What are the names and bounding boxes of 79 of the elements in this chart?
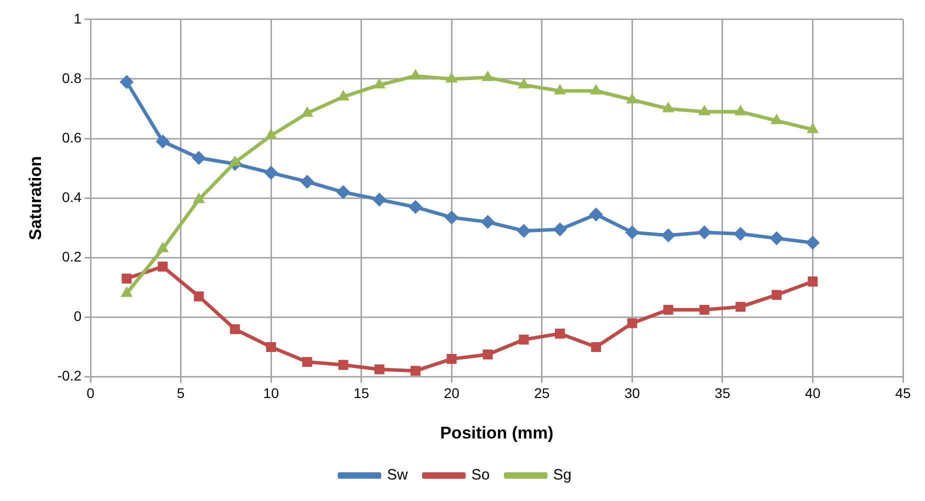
point: [156, 134, 170, 149]
point: [300, 174, 314, 189]
y-tick-label: 0.6: [62, 129, 82, 146]
x-tick-label: 30: [624, 385, 640, 402]
point: [338, 360, 348, 370]
point: [408, 200, 423, 214]
point: [228, 155, 242, 166]
point: [482, 350, 493, 360]
x-tick-label: 20: [444, 385, 460, 402]
point: [736, 302, 746, 312]
point: [734, 226, 748, 241]
point: [122, 274, 132, 284]
point: [808, 276, 818, 286]
point: [480, 214, 495, 229]
point: [446, 72, 458, 82]
point: [302, 356, 312, 367]
point: [230, 324, 240, 334]
point: [589, 207, 604, 222]
point: [410, 366, 420, 376]
x-tick-label: 5: [176, 385, 185, 402]
point: [590, 84, 602, 94]
point: [772, 290, 782, 300]
point: [158, 262, 168, 272]
point: [552, 222, 567, 236]
point: [518, 78, 530, 88]
legend-label: Sg: [553, 466, 572, 484]
point: [482, 70, 494, 81]
point: [770, 114, 783, 124]
point: [156, 242, 169, 252]
point: [770, 231, 784, 246]
point: [409, 68, 422, 80]
x-tick-label: 45: [895, 385, 911, 402]
y-axis-title: Saturation: [26, 156, 45, 240]
x-tick-label: 10: [263, 385, 280, 402]
point: [806, 236, 820, 250]
x-tick-label: 35: [714, 385, 730, 402]
point: [698, 104, 710, 116]
x-tick-label: 15: [354, 385, 370, 402]
point: [446, 354, 457, 364]
point: [663, 304, 674, 315]
point: [192, 192, 205, 204]
point: [516, 224, 531, 238]
point: [554, 84, 566, 94]
x-axis-title: Position (mm): [440, 423, 554, 442]
point: [699, 304, 710, 315]
y-tick-label: -0.2: [57, 368, 82, 384]
x-tick-label: 40: [804, 385, 821, 402]
point: [806, 122, 819, 134]
y-tick-label: 0: [74, 308, 82, 324]
point: [192, 150, 206, 165]
point: [264, 166, 278, 180]
point: [336, 185, 350, 200]
y-tick-label: 0.4: [62, 188, 82, 205]
point: [626, 92, 638, 104]
point: [591, 342, 602, 352]
point: [372, 192, 386, 207]
point: [374, 364, 384, 374]
point: [661, 228, 676, 242]
point: [194, 291, 204, 302]
y-tick-label: 0.8: [62, 70, 82, 86]
point: [444, 210, 459, 224]
x-tick-label: 0: [86, 385, 95, 402]
legend-label: So: [471, 466, 490, 484]
point: [625, 225, 640, 240]
point: [120, 74, 134, 89]
point: [301, 106, 314, 117]
point: [518, 334, 529, 345]
x-tick-label: 25: [534, 385, 550, 402]
point: [697, 225, 712, 240]
point: [662, 102, 674, 112]
point: [373, 78, 386, 88]
point: [734, 104, 747, 116]
point: [265, 128, 278, 140]
point: [627, 318, 638, 328]
y-tick-label: 1: [74, 10, 82, 26]
point: [266, 342, 276, 352]
legend-label: Sw: [386, 466, 408, 484]
y-tick-label: 0.2: [62, 248, 82, 265]
point: [555, 328, 565, 339]
